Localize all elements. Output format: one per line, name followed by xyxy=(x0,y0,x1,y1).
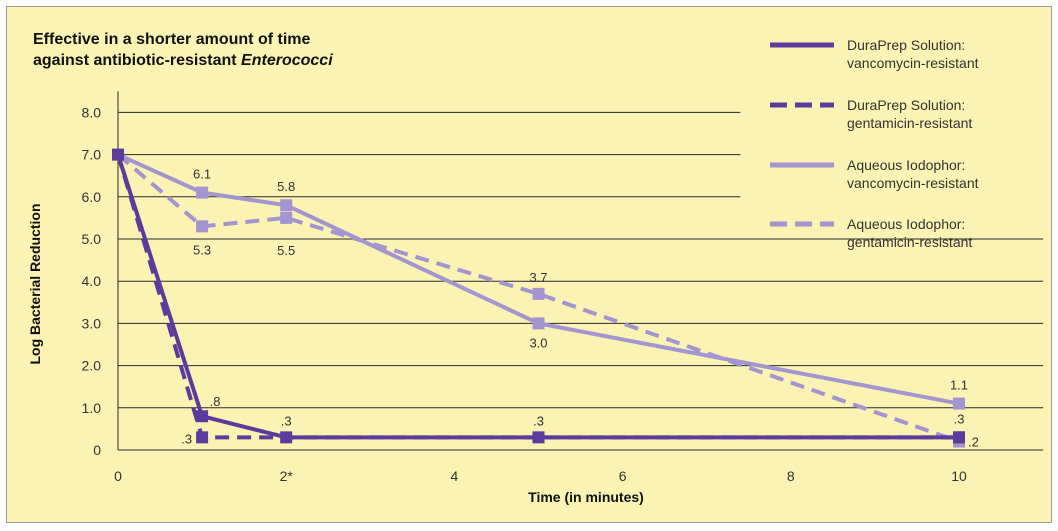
chart-title-line1: Effective in a shorter amount of time xyxy=(33,31,310,48)
legend-label: DuraPrep Solution: xyxy=(847,97,965,113)
chart-title-line2: against antibiotic-resistant Enterococci xyxy=(33,52,333,69)
series-point xyxy=(280,211,293,224)
series-point xyxy=(532,287,545,300)
y-axis-title: Log Bacterial Reduction xyxy=(27,203,43,364)
chart-title-italic: Enterococci xyxy=(241,52,333,69)
y-tick-label: 0 xyxy=(93,442,101,458)
series-point xyxy=(196,431,209,444)
data-label: 3.7 xyxy=(529,270,547,285)
legend: DuraPrep Solution: vancomycin-resistant Du… xyxy=(770,37,979,250)
series-layer xyxy=(112,148,965,448)
data-label: 6.1 xyxy=(193,167,211,182)
y-tick-label: 3.0 xyxy=(82,315,102,331)
x-tick-label: 0 xyxy=(114,468,122,484)
legend-label: Aqueous Iodophor: xyxy=(847,157,965,173)
data-label: .3 xyxy=(181,431,192,446)
legend-label: gentamicin-resistant xyxy=(847,234,972,250)
series-point xyxy=(280,199,293,212)
data-label: .3 xyxy=(533,413,544,428)
y-tick-label: 4.0 xyxy=(82,273,102,289)
data-label: 5.8 xyxy=(277,179,295,194)
series-point xyxy=(196,186,209,199)
data-label: .8 xyxy=(210,394,221,409)
legend-label: Aqueous Iodophor: xyxy=(847,216,965,232)
data-label: 3.0 xyxy=(529,335,547,350)
y-tick-label: 6.0 xyxy=(82,189,102,205)
y-tick-label: 8.0 xyxy=(82,104,102,120)
legend-label: vancomycin-resistant xyxy=(847,55,979,71)
x-tick-label: 10 xyxy=(951,468,967,484)
series-line xyxy=(116,153,960,444)
x-tick-label: 6 xyxy=(619,468,627,484)
series-point xyxy=(196,220,209,233)
axis-layer: 0 1.0 2.0 3.0 4.0 5.0 6.0 7.0 8.0 0 2* 4 6 8 10 xyxy=(82,91,1044,484)
series-point xyxy=(196,410,209,423)
series-point xyxy=(953,397,965,410)
series-point xyxy=(532,317,545,330)
data-label: 5.3 xyxy=(193,242,211,257)
y-tick-label: 2.0 xyxy=(82,358,102,374)
data-label-layer: .8 .3 .3 .3 .3 6.1 5.8 3.0 1.1 5.3 5.5 3.7 .2 xyxy=(181,167,979,450)
y-tick-label: 7.0 xyxy=(82,147,102,163)
series-point xyxy=(112,148,124,161)
series-point xyxy=(280,431,293,444)
series-point xyxy=(532,431,545,444)
data-label: .3 xyxy=(281,413,292,428)
y-tick-label: 5.0 xyxy=(82,231,102,247)
legend-label: gentamicin-resistant xyxy=(847,115,972,131)
data-label: 1.1 xyxy=(950,378,968,393)
grid-layer xyxy=(118,111,1044,409)
chart-title-prefix: against antibiotic-resistant xyxy=(33,52,241,69)
x-tick-label: 4 xyxy=(451,468,459,484)
legend-label: DuraPrep Solution: xyxy=(847,37,965,53)
series-point xyxy=(953,431,965,444)
legend-label: vancomycin-resistant xyxy=(847,175,979,191)
data-label: .3 xyxy=(954,411,965,426)
x-tick-label: 2* xyxy=(280,468,294,484)
data-label: 5.5 xyxy=(277,243,295,258)
data-label: .2 xyxy=(968,435,979,450)
x-axis-title: Time (in minutes) xyxy=(528,489,644,505)
y-tick-label: 1.0 xyxy=(82,400,102,416)
x-tick-label: 8 xyxy=(787,468,795,484)
